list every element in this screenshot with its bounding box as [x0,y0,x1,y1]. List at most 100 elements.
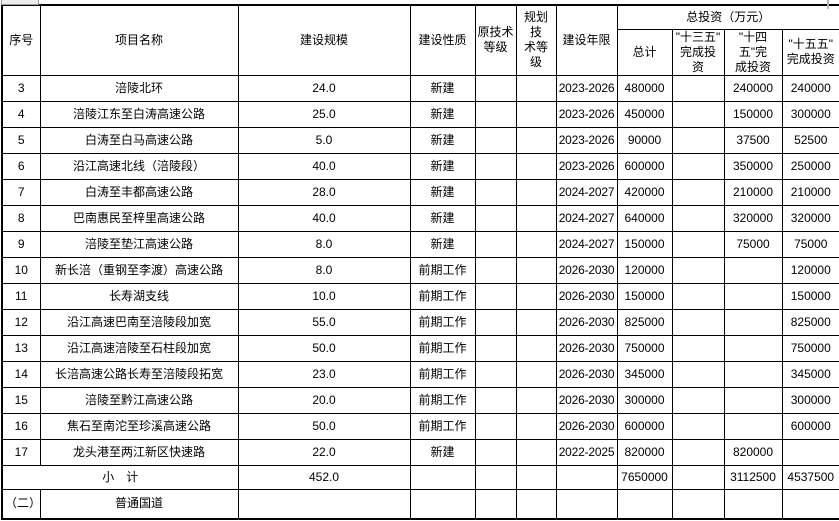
cell-original-grade [474,334,517,362]
cell-planned-grade [515,126,557,154]
cell-original-grade [474,204,517,232]
cell-15th-investment: 600000 [781,412,839,440]
cell-original-grade [474,100,517,128]
cell-serial-number: 13 [1,334,41,362]
cell-construction-scale: 40.0 [237,204,411,232]
cell-project-name: 长寿湖支线 [39,282,239,310]
project-row: 17 龙头港至两江新区快速路 22.0 新建 2022-2025 820000 820000 [1,438,839,466]
header-construction-scale: 建设规模 [237,4,411,76]
empty-cell [723,488,783,520]
cell-total-investment: 120000 [616,256,673,284]
cell-construction-nature: 前期工作 [409,386,476,414]
project-row: 12 沿江高速巴南至涪陵段加宽 55.0 前期工作 2026-2030 825000 825… [1,308,839,336]
subtotal-p15: 4537500 [781,464,839,490]
project-row: 9 涪陵至垫江高速公路 8.0 新建 2024-2027 150000 75000 75000 [1,230,839,258]
cell-planned-grade [515,152,557,180]
subtotal-total: 7650000 [616,464,673,490]
header-planned-grade: 规划技 术等级 [515,4,557,76]
cell-14th-investment: 320000 [723,204,783,232]
section-title: 普通国道 [39,488,239,520]
cell-original-grade [474,74,517,102]
subtotal-p13 [671,464,725,490]
project-row: 6 沿江高速北线（涪陵段） 40.0 新建 2023-2026 600000 350000 2… [1,152,839,180]
cell-serial-number: 14 [1,360,41,388]
cell-project-name: 沿江高速巴南至涪陵段加宽 [39,308,239,336]
cell-construction-years: 2026-2030 [555,282,618,310]
project-row: 13 沿江高速涪陵至石柱段加宽 50.0 前期工作 2026-2030 750000 750… [1,334,839,362]
cell-construction-years: 2026-2030 [555,386,618,414]
subtotal-scale: 452.0 [237,464,411,490]
cell-serial-number: 17 [1,438,41,466]
cell-13th-investment [671,334,725,362]
cell-original-grade [474,178,517,206]
cell-13th-investment [671,178,725,206]
cell-15th-investment: 75000 [781,230,839,258]
cell-original-grade [474,438,517,466]
cell-14th-investment: 75000 [723,230,783,258]
cell-construction-years: 2024-2027 [555,178,618,206]
header-total-investment-group: 总投资（万元） [616,4,839,30]
cell-serial-number: 3 [1,74,41,102]
cell-total-investment: 480000 [616,74,673,102]
cell-construction-nature: 新建 [409,204,476,232]
cell-original-grade [474,152,517,180]
cell-construction-scale: 5.0 [237,126,411,154]
cell-14th-investment: 150000 [723,100,783,128]
cell-original-grade [474,230,517,258]
cell-construction-scale: 24.0 [237,74,411,102]
subtotal-years [555,464,618,490]
cell-14th-investment [723,308,783,336]
cell-15th-investment: 300000 [781,386,839,414]
cell-serial-number: 4 [1,100,41,128]
cell-serial-number: 7 [1,178,41,206]
cell-15th-investment [781,438,839,466]
cell-construction-scale: 25.0 [237,100,411,128]
cell-15th-investment: 210000 [781,178,839,206]
cell-construction-scale: 55.0 [237,308,411,336]
cell-14th-investment [723,256,783,284]
cell-planned-grade [515,308,557,336]
cell-construction-scale: 23.0 [237,360,411,388]
cell-project-name: 焦石至南沱至珍溪高速公路 [39,412,239,440]
cell-construction-years: 2023-2026 [555,152,618,180]
cell-construction-scale: 50.0 [237,334,411,362]
cell-planned-grade [515,438,557,466]
subtotal-p14: 3112500 [723,464,783,490]
header-serial-number: 序号 [1,4,41,76]
empty-cell [555,488,618,520]
cell-construction-years: 2026-2030 [555,412,618,440]
subtotal-label: 小 计 [1,464,239,490]
project-row: 8 巴南惠民至梓里高速公路 40.0 新建 2024-2027 640000 320000 3… [1,204,839,232]
cell-original-grade [474,282,517,310]
cell-original-grade [474,412,517,440]
cell-construction-nature: 新建 [409,74,476,102]
investment-plan-table: 序号 项目名称 建设规模 建设性质 原技术 等级 规划技 术等级 建设年限 总投… [1,4,839,520]
cell-13th-investment [671,412,725,440]
cell-serial-number: 5 [1,126,41,154]
cell-project-name: 白涛至白马高速公路 [39,126,239,154]
cell-total-investment: 450000 [616,100,673,128]
header-14th-fiveyear: "十四五"完 成投资 [723,28,783,76]
cell-15th-investment: 52500 [781,126,839,154]
cell-15th-investment: 750000 [781,334,839,362]
project-row: 3 涪陵北环 24.0 新建 2023-2026 480000 240000 240000 [1,74,839,102]
cell-original-grade [474,386,517,414]
cell-total-investment: 750000 [616,334,673,362]
cell-original-grade [474,256,517,284]
cell-serial-number: 8 [1,204,41,232]
cell-13th-investment [671,100,725,128]
cell-construction-nature: 前期工作 [409,334,476,362]
header-project-name: 项目名称 [39,4,239,76]
cell-serial-number: 11 [1,282,41,310]
cell-construction-nature: 前期工作 [409,360,476,388]
cell-14th-investment [723,282,783,310]
project-row: 16 焦石至南沱至珍溪高速公路 50.0 前期工作 2026-2030 600000 600… [1,412,839,440]
cell-14th-investment: 820000 [723,438,783,466]
scroll-artifact-top-right [827,0,829,9]
section-number: （二） [1,488,41,520]
cell-total-investment: 600000 [616,152,673,180]
cell-planned-grade [515,178,557,206]
cell-total-investment: 640000 [616,204,673,232]
cell-total-investment: 150000 [616,282,673,310]
